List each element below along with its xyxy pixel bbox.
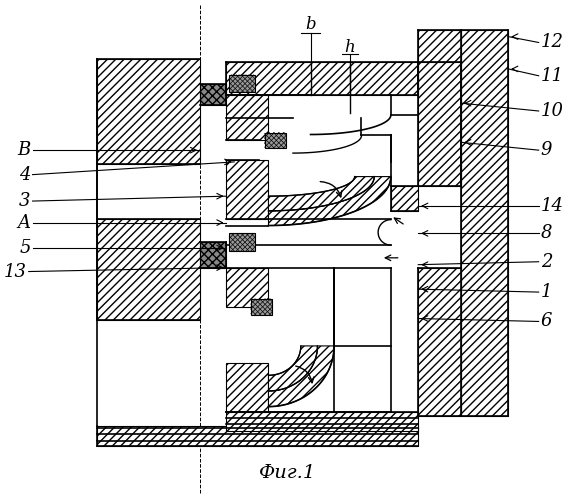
Polygon shape	[269, 176, 374, 211]
Bar	[251, 299, 273, 314]
Polygon shape	[269, 346, 334, 406]
Text: 6: 6	[541, 312, 552, 330]
Text: 13: 13	[4, 262, 27, 280]
Polygon shape	[269, 176, 391, 226]
Bar	[265, 132, 286, 148]
Polygon shape	[97, 426, 418, 446]
Text: Фиг.1: Фиг.1	[258, 464, 316, 482]
Polygon shape	[226, 160, 269, 218]
Text: 2: 2	[541, 252, 552, 270]
Polygon shape	[418, 62, 461, 186]
Polygon shape	[391, 186, 418, 211]
Text: 14: 14	[541, 197, 564, 215]
Polygon shape	[97, 59, 200, 164]
Text: 5: 5	[19, 239, 31, 257]
Text: 12: 12	[541, 34, 564, 52]
Text: 10: 10	[541, 102, 564, 120]
Polygon shape	[226, 62, 418, 96]
Polygon shape	[418, 30, 461, 62]
Polygon shape	[226, 412, 418, 431]
Polygon shape	[418, 268, 461, 416]
Bar	[229, 75, 255, 92]
Polygon shape	[226, 268, 269, 307]
Polygon shape	[226, 362, 269, 412]
Bar	[229, 234, 255, 251]
Text: 9: 9	[541, 141, 552, 159]
Polygon shape	[269, 346, 318, 391]
Text: 1: 1	[541, 283, 552, 301]
Text: h: h	[344, 39, 355, 56]
Text: 11: 11	[541, 67, 564, 85]
Polygon shape	[200, 84, 226, 105]
Text: 4: 4	[19, 166, 31, 184]
Text: 3: 3	[19, 192, 31, 210]
Text: 8: 8	[541, 224, 552, 242]
Text: b: b	[306, 16, 316, 34]
Polygon shape	[461, 30, 508, 416]
Polygon shape	[200, 242, 226, 268]
Polygon shape	[226, 96, 269, 140]
Text: A: A	[18, 214, 31, 232]
Text: B: B	[18, 141, 31, 159]
Polygon shape	[97, 218, 200, 320]
